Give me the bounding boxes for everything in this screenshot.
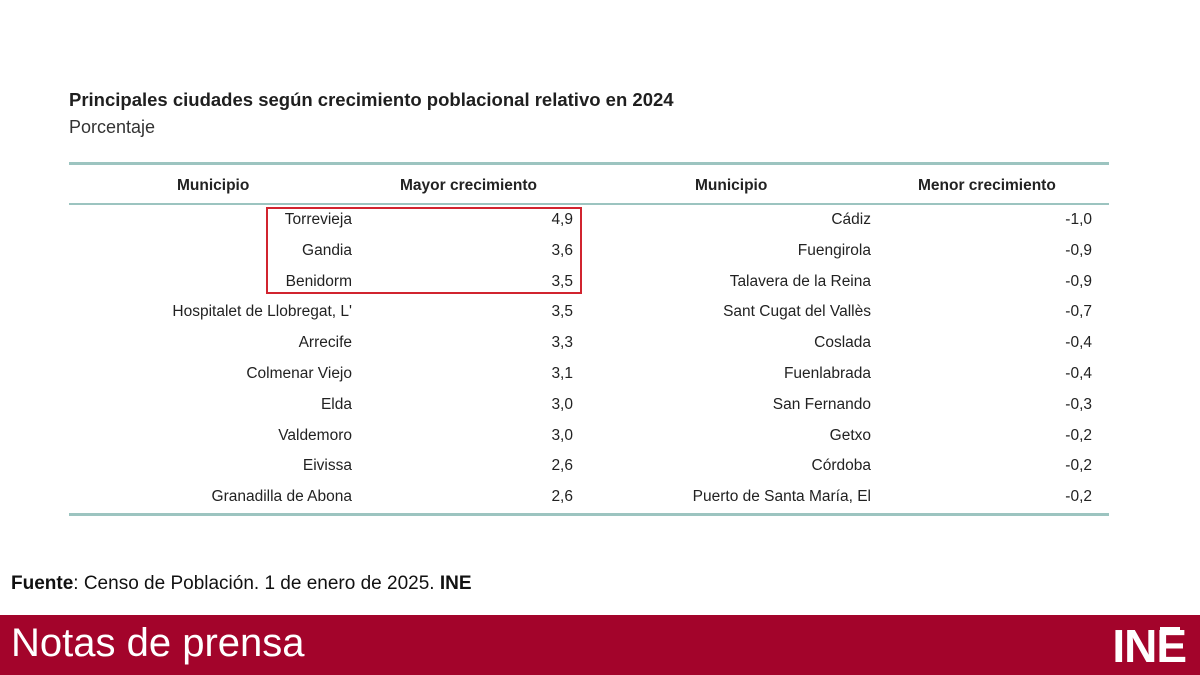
mayor-crecimiento-cell: 3,3 — [551, 334, 573, 352]
source-note: Fuente: Censo de Población. 1 de enero d… — [11, 573, 472, 595]
table-row: Valdemoro 3,0 Getxo -0,2 — [69, 421, 1109, 452]
menor-crecimiento-cell: -0,9 — [1065, 241, 1092, 259]
municipio-mayor-cell: Hospitalet de Llobregat, L' — [172, 303, 352, 321]
table-body: Torrevieja 4,9 Cádiz -1,0 Gandia 3,6 Fuengirol… — [69, 205, 1109, 513]
menor-crecimiento-cell: -0,3 — [1065, 395, 1092, 413]
table-row: Eivissa 2,6 Córdoba -0,2 — [69, 451, 1109, 482]
menor-crecimiento-cell: -0,2 — [1065, 426, 1092, 444]
municipio-menor-cell: Getxo — [829, 426, 871, 444]
municipio-menor-cell: Puerto de Santa María, El — [692, 488, 871, 506]
page-title: Principales ciudades según crecimiento p… — [69, 89, 674, 110]
page-subtitle: Porcentaje — [69, 117, 156, 137]
municipio-menor-cell: San Fernando — [772, 395, 871, 413]
mayor-crecimiento-cell: 4,9 — [551, 211, 573, 228]
municipio-mayor-cell: Granadilla de Abona — [211, 488, 352, 506]
municipio-mayor-cell: Elda — [320, 395, 352, 413]
table-header-rule — [69, 203, 1109, 205]
source-org: INE — [439, 573, 472, 594]
table-row: Granadilla de Abona 2,6 Puerto de Santa Ma… — [69, 482, 1109, 513]
table-row: Gandia 3,6 Fuengirola -0,9 — [69, 236, 1109, 267]
mayor-crecimiento-cell: 3,0 — [551, 426, 573, 444]
source-text: : Censo de Población. 1 de enero de 2025… — [73, 573, 440, 594]
table-row: Hospitalet de Llobregat, L' 3,5 Sant Cugat… — [69, 297, 1109, 328]
municipio-menor-cell: Cádiz — [831, 211, 871, 228]
table-row: Arrecife 3,3 Coslada -0,4 — [69, 328, 1109, 359]
municipio-mayor-cell: Benidorm — [285, 272, 352, 290]
highlight-box — [266, 207, 582, 294]
source-label: Fuente — [11, 573, 74, 594]
table-header-row: Municipio Mayor crecimiento Municipio Me… — [69, 165, 1109, 203]
menor-crecimiento-cell: -0,7 — [1065, 303, 1092, 321]
municipio-menor-cell: Sant Cugat del Vallès — [723, 303, 871, 321]
table-row: Benidorm 3,5 Talavera de la Reina -0,9 — [69, 267, 1109, 298]
municipio-mayor-cell: Gandia — [302, 241, 352, 259]
municipio-menor-cell: Fuenlabrada — [783, 364, 871, 382]
table-bottom-rule — [69, 512, 1109, 516]
mayor-crecimiento-cell: 3,1 — [551, 364, 573, 382]
municipio-mayor-cell: Colmenar Viejo — [246, 364, 352, 382]
municipio-menor-cell: Coslada — [814, 334, 871, 352]
municipio-mayor-cell: Torrevieja — [284, 211, 352, 228]
growth-table: Municipio Mayor crecimiento Municipio Me… — [69, 162, 1109, 516]
table-row: Elda 3,0 San Fernando -0,3 — [69, 390, 1109, 421]
column-header-mayor-crecimiento: Mayor crecimiento — [400, 177, 537, 194]
menor-crecimiento-cell: -1,0 — [1065, 211, 1092, 228]
table-top-rule — [69, 162, 1109, 165]
mayor-crecimiento-cell: 3,5 — [551, 303, 573, 321]
mayor-crecimiento-cell: 3,5 — [551, 272, 573, 290]
footer-title: Notas de prensa — [11, 621, 305, 665]
menor-crecimiento-cell: -0,4 — [1065, 334, 1092, 352]
mayor-crecimiento-cell: 2,6 — [551, 457, 573, 475]
menor-crecimiento-cell: -0,9 — [1065, 272, 1092, 290]
municipio-menor-cell: Talavera de la Reina — [729, 272, 871, 290]
mayor-crecimiento-cell: 3,6 — [551, 241, 573, 259]
municipio-mayor-cell: Valdemoro — [278, 426, 352, 444]
menor-crecimiento-cell: -0,4 — [1065, 364, 1092, 382]
menor-crecimiento-cell: -0,2 — [1065, 488, 1092, 506]
column-header-municipio-mayor: Municipio — [177, 177, 250, 194]
mayor-crecimiento-cell: 2,6 — [551, 488, 573, 506]
ine-logo-macron — [1160, 627, 1180, 631]
column-header-menor-crecimiento: Menor crecimiento — [918, 177, 1056, 194]
table-row: Colmenar Viejo 3,1 Fuenlabrada -0,4 — [69, 359, 1109, 390]
mayor-crecimiento-cell: 3,0 — [551, 395, 573, 413]
footer-bar: Notas de prensa INE — [0, 615, 1200, 675]
menor-crecimiento-cell: -0,2 — [1065, 457, 1092, 475]
table-row: Torrevieja 4,9 Cádiz -1,0 — [69, 205, 1109, 236]
municipio-menor-cell: Fuengirola — [797, 241, 871, 259]
column-header-municipio-menor: Municipio — [695, 177, 768, 194]
municipio-mayor-cell: Arrecife — [298, 334, 352, 352]
municipio-menor-cell: Córdoba — [811, 457, 871, 475]
municipio-mayor-cell: Eivissa — [302, 457, 352, 475]
